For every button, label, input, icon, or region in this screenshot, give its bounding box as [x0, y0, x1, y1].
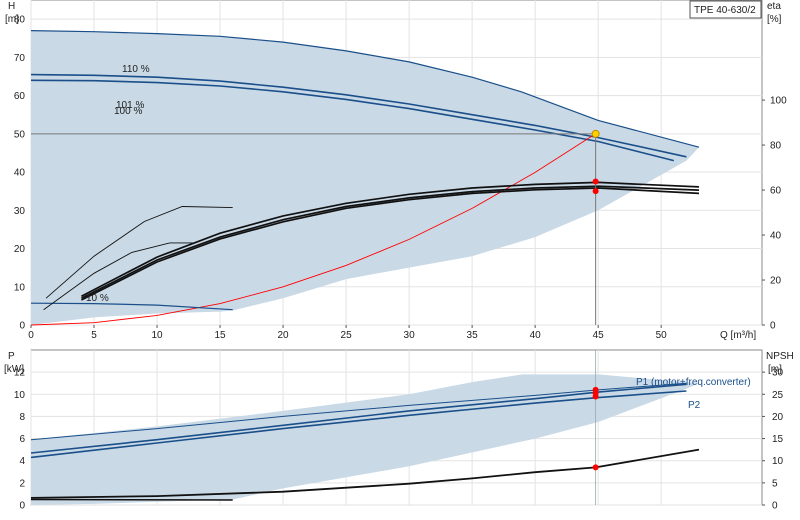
npsh-y-ticks: 0 5 10 15 20 25 30: [762, 368, 784, 512]
power-y-tick-label: 6: [19, 434, 25, 445]
x-tick-label: 10: [151, 330, 163, 341]
head-curve-7: [81, 187, 700, 301]
x-tick-label: 40: [530, 330, 542, 341]
head-band: [31, 30, 699, 326]
head-curve-8: [45, 206, 233, 299]
head-y-tick-label: 50: [14, 129, 26, 140]
head-y-tick-label: 10: [14, 282, 26, 293]
x-tick-label: 30: [404, 330, 416, 341]
eta-y-tick-label: 20: [770, 276, 782, 287]
power-duty-marker: [592, 393, 599, 400]
power-curve-4: [30, 498, 233, 501]
pump-badge-box: [689, 0, 762, 19]
head-curve-0: [30, 30, 700, 148]
x-tick-label: 0: [28, 330, 34, 341]
eta-y-tick-label: 100: [770, 96, 787, 107]
eta-ylabel: eta: [767, 1, 781, 12]
head-curve-4: [30, 302, 233, 311]
power-y-tick-label: 12: [14, 368, 26, 379]
power-y-tick-label: 0: [19, 501, 25, 512]
eta-duty-marker: [592, 178, 599, 185]
eta-y-tick-label: 60: [770, 186, 782, 197]
x-tick-label: 20: [278, 330, 290, 341]
npsh-y-tick-label: 15: [772, 434, 784, 445]
head-curve-9: [43, 242, 195, 311]
eta-y-tick-label: 80: [770, 141, 782, 152]
power-ylabel-unit: [kW]: [4, 364, 24, 375]
npsh-y-tick-label: 30: [772, 368, 784, 379]
npsh-y-tick-label: 10: [772, 456, 784, 467]
x-tick-label: 5: [91, 330, 97, 341]
head-y-ticks: 0 10 20 30 40 50 60 70 80: [14, 15, 26, 332]
head-x-ticks: 0 5 10 15 20 25 30 35 40 45 50: [28, 325, 667, 341]
head-ylabel: H: [8, 1, 15, 12]
x-tick-label: 35: [467, 330, 479, 341]
npsh-duty-marker: [592, 464, 599, 471]
power-y-ticks: 0 2 4 6 8 10 12: [14, 368, 26, 512]
x-tick-label: 45: [593, 330, 605, 341]
head-y-tick-label: 0: [19, 321, 25, 332]
power-y-tick-label: 2: [19, 478, 25, 489]
head-band-area: [31, 30, 699, 325]
x-tick-label: 25: [341, 330, 353, 341]
x-tick-label: 15: [214, 330, 226, 341]
x-tick-label: 50: [656, 330, 668, 341]
power-band-area: [31, 374, 699, 505]
power-y-tick-label: 4: [19, 456, 25, 467]
npsh-ylabel: NPSH: [766, 351, 794, 362]
npsh-y-tick-label: 25: [772, 390, 784, 401]
npsh-y-tick-label: 5: [772, 478, 778, 489]
power-curves: [30, 350, 700, 505]
duty-point-marker: [591, 129, 600, 138]
power-y-tick-label: 10: [14, 390, 26, 401]
eta-y-ticks: 0 20 40 60 80 100: [762, 96, 787, 332]
eta-duty-marker: [592, 188, 599, 195]
head-y-tick-label: 60: [14, 91, 26, 102]
head-panel: 0 5 10 15 20 25 30 35 40 45 50 0 10 20 30 40 50 60 70 80 0…: [5, 0, 787, 341]
head-y-tick-label: 40: [14, 168, 26, 179]
head-y-tick-label: 30: [14, 206, 26, 217]
head-curve-1: [30, 73, 687, 158]
head-curve-6: [81, 185, 700, 299]
p1-label: P1 (motor+freq.converter): [636, 377, 751, 388]
power-panel: 0 2 4 6 8 10 12 0 5 10 15 20 25 30 P [kW] NPSH [m] P…: [4, 349, 794, 512]
npsh-y-tick-label: 20: [772, 412, 784, 423]
npsh-ylabel-unit: [m]: [768, 364, 782, 375]
head-curve-5: [81, 181, 700, 297]
power-y-tick-label: 8: [19, 412, 25, 423]
p2-label: P2: [688, 400, 701, 411]
power-curve-3: [30, 448, 700, 499]
head-ylabel-unit: [m]: [5, 14, 19, 25]
eta-ylabel-unit: [%]: [767, 14, 782, 25]
head-y-tick-label: 20: [14, 244, 26, 255]
curve-label-100: 100 %: [114, 106, 142, 117]
flow-xlabel: Q [m³/h]: [720, 330, 756, 341]
curve-label-110: 110 %: [122, 64, 150, 75]
head-y-tick-label: 70: [14, 53, 26, 64]
head-y-tick-label: 80: [14, 15, 26, 26]
eta-y-tick-label: 0: [770, 321, 776, 332]
head-curves: [30, 30, 700, 326]
power-ylabel: P: [8, 351, 15, 362]
pump-badge: TPE 40-630/2: [694, 5, 756, 16]
npsh-y-tick-label: 0: [772, 501, 778, 512]
curve-label-10: 10 %: [86, 293, 109, 304]
eta-y-tick-label: 40: [770, 231, 782, 242]
curve-label-101: 101 %: [116, 100, 144, 111]
